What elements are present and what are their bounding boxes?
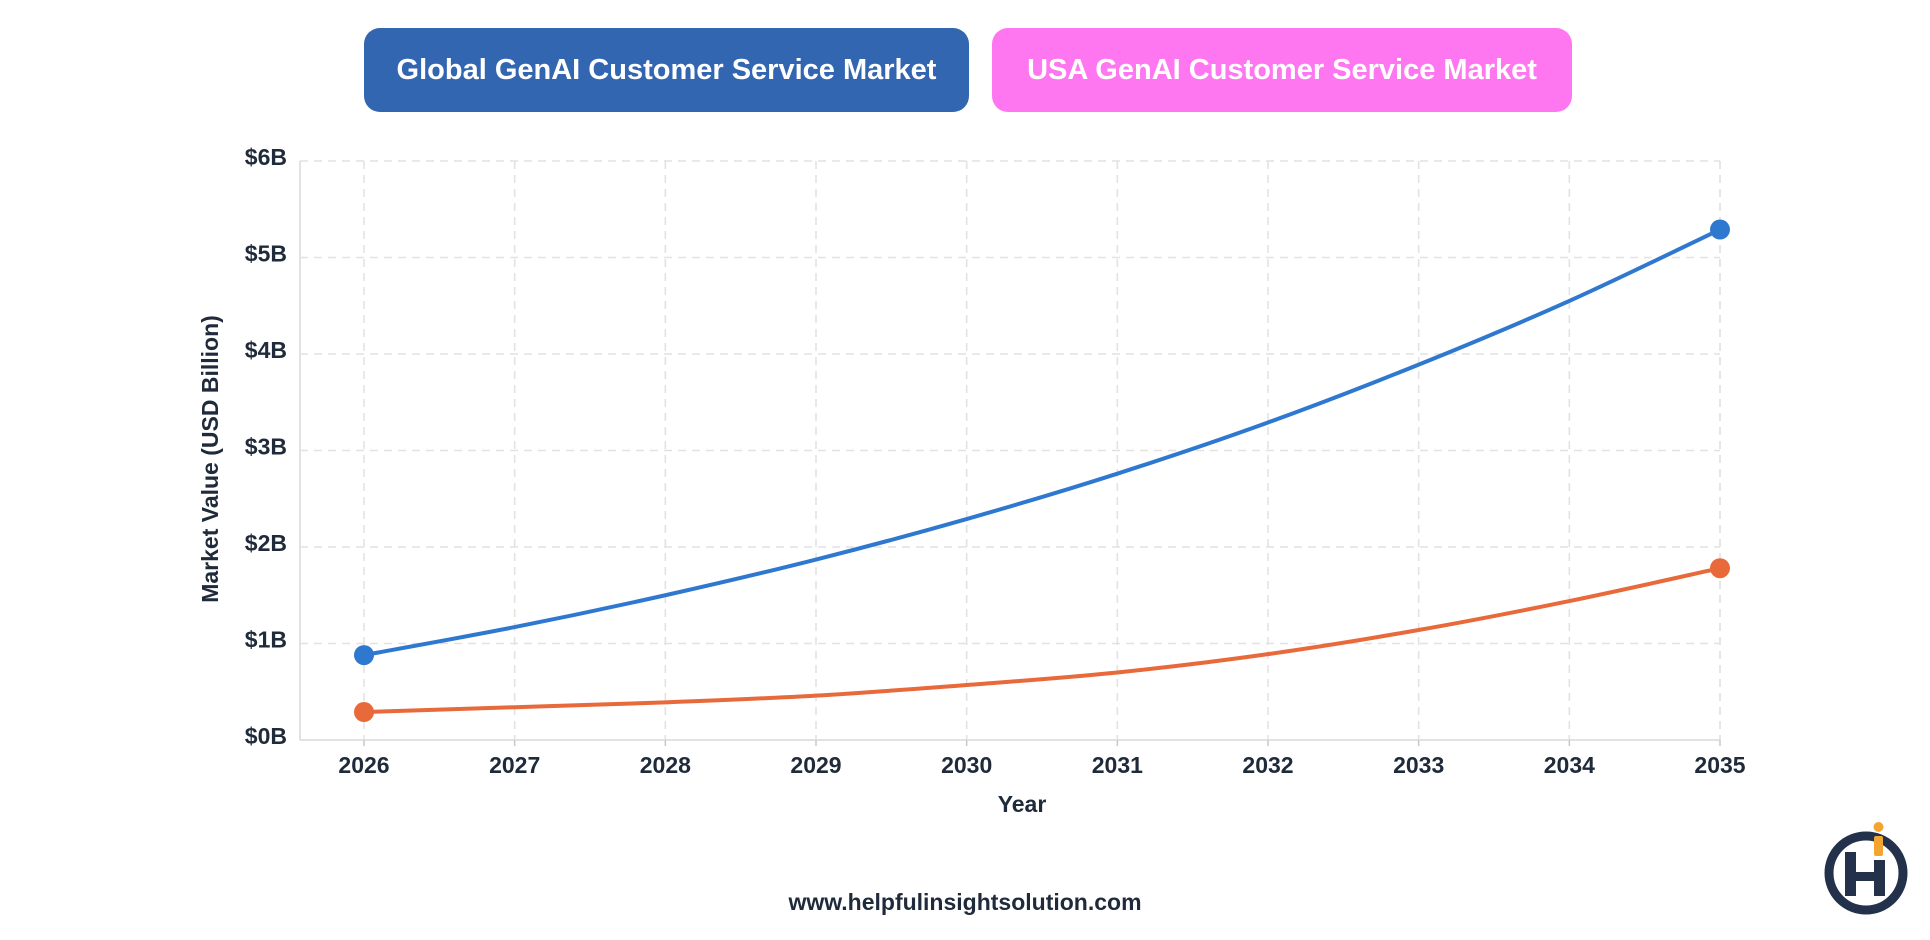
x-tick-label: 2032	[1242, 752, 1293, 778]
legend-usa-market[interactable]: USA GenAI Customer Service Market	[992, 28, 1572, 112]
x-tick-label: 2026	[338, 752, 389, 778]
series-line-usa	[362, 566, 1722, 715]
x-tick-label: 2030	[941, 752, 992, 778]
x-tick-label: 2029	[790, 752, 841, 778]
x-tick-label: 2033	[1393, 752, 1444, 778]
y-axis-title: Market Value (USD Billion)	[197, 315, 223, 603]
y-axis-ticks: $0B $1B $2B $3B $4B $5B $6B	[245, 144, 287, 749]
x-tick-label: 2028	[640, 752, 691, 778]
data-point-global[interactable]	[1710, 219, 1730, 240]
y-tick-label: $1B	[245, 627, 287, 653]
x-tick-label: 2027	[489, 752, 540, 778]
x-tick-label: 2035	[1694, 752, 1745, 778]
y-tick-label: $2B	[245, 530, 287, 556]
legend-global-market[interactable]: Global GenAI Customer Service Market	[364, 28, 969, 112]
y-tick-label: $5B	[245, 241, 287, 267]
x-tick-label: 2034	[1544, 752, 1595, 778]
data-point-usa[interactable]	[1710, 558, 1730, 579]
x-axis-ticks: 2026 2027 2028 2029 2030 2031 2032 2033 2034 2035	[338, 752, 1745, 778]
data-point-usa[interactable]	[354, 702, 374, 723]
footer-url[interactable]: www.helpfulinsightsolution.com	[788, 889, 1142, 915]
y-tick-label: $6B	[245, 144, 287, 170]
x-axis-title: Year	[998, 791, 1047, 817]
y-tick-label: $0B	[245, 723, 287, 749]
chart-series	[354, 219, 1730, 723]
x-tick-label: 2031	[1092, 752, 1143, 778]
y-tick-label: $3B	[245, 434, 287, 460]
chart-grid	[299, 160, 1721, 746]
series-line-global	[362, 227, 1722, 658]
company-logo-icon	[1824, 822, 1908, 915]
data-point-global[interactable]	[354, 645, 374, 666]
y-tick-label: $4B	[245, 337, 287, 363]
